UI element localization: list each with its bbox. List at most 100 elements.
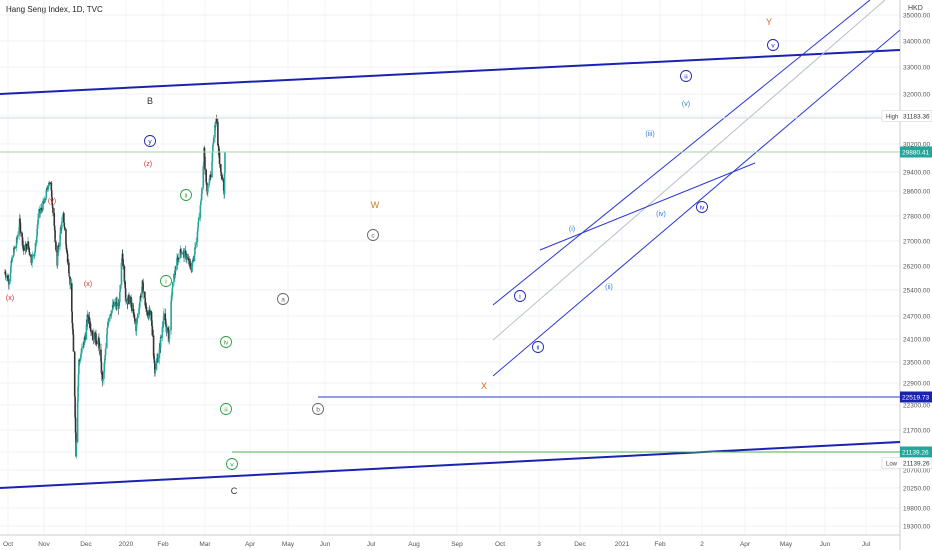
- candle-body: [161, 326, 164, 328]
- wave-label: y: [144, 135, 156, 147]
- wave-label: (i): [569, 226, 575, 233]
- x-tick-label: Apr: [740, 541, 751, 548]
- candle-body: [211, 151, 214, 162]
- candle-body: [196, 231, 199, 243]
- upper-trendline: [0, 49, 901, 95]
- candle-body: [18, 226, 20, 236]
- candle-body: [93, 332, 95, 340]
- candle-body: [211, 161, 213, 178]
- candle-body: [50, 182, 53, 191]
- candle-body: [179, 249, 182, 258]
- wave-label-text: iii: [684, 74, 687, 80]
- candle-body: [79, 358, 82, 361]
- candle-body: [77, 374, 80, 387]
- candle-body: [22, 245, 25, 248]
- candle-body: [141, 280, 144, 283]
- y-tick-label: 24100.00: [903, 337, 930, 344]
- x-tick-label: 2020: [119, 541, 134, 548]
- wave-label-ring: [312, 403, 324, 415]
- x-tick-label: Feb: [654, 541, 666, 548]
- candle-body: [156, 359, 158, 362]
- wave-label: (x): [84, 281, 92, 288]
- candle-body: [100, 361, 103, 374]
- candle-body: [28, 252, 31, 255]
- candle-body: [51, 197, 53, 205]
- candle-body: [55, 241, 57, 251]
- candle-body: [166, 327, 168, 333]
- wave-label-text: ii: [185, 192, 188, 199]
- candle-body: [200, 200, 202, 202]
- candle-body: [37, 220, 39, 225]
- candle-body: [142, 291, 145, 294]
- y-tick-label: 27000.00: [903, 239, 930, 246]
- candle-body: [197, 219, 200, 222]
- candle-body: [141, 280, 144, 287]
- candle-body: [107, 318, 110, 325]
- wave-label: (v): [682, 101, 690, 108]
- candle-body: [132, 308, 135, 314]
- candle-body: [220, 172, 223, 177]
- candle-body: [86, 314, 89, 325]
- candle-body: [6, 275, 9, 277]
- candle-body: [97, 341, 99, 345]
- candle-body: [68, 272, 71, 277]
- wave-label-ring: [696, 201, 708, 213]
- candle-body: [4, 272, 7, 275]
- candle-body: [59, 234, 61, 247]
- candle-body: [41, 209, 44, 211]
- x-tick-label: Dec: [574, 541, 586, 548]
- candle-body: [198, 217, 200, 220]
- lower-trendline: [0, 441, 901, 489]
- candle-body: [159, 336, 162, 348]
- x-tick-label: Sep: [451, 541, 463, 548]
- y-tick-label: 27800.00: [903, 214, 930, 221]
- candle-body: [100, 349, 102, 362]
- candle-body: [124, 288, 127, 302]
- candle-body: [85, 324, 88, 340]
- candle-body: [56, 256, 59, 266]
- wave-label: (ii): [605, 284, 613, 291]
- candle-body: [189, 261, 191, 264]
- x-tick-label: Nov: [38, 541, 50, 548]
- candle-body: [131, 302, 133, 312]
- y-tick-label: 26200.00: [903, 264, 930, 271]
- candle-body: [151, 320, 153, 327]
- candle-body: [139, 301, 141, 308]
- candle-body: [144, 291, 146, 298]
- candle-body: [209, 176, 211, 179]
- candle-body: [46, 188, 48, 190]
- candle-body: [14, 247, 16, 249]
- candle-body: [65, 249, 68, 251]
- candle-body: [77, 386, 79, 402]
- x-tick-label: Apr: [245, 541, 256, 548]
- y-tick-label: 32000.00: [903, 92, 930, 99]
- wave-label: (z): [144, 161, 152, 168]
- candle-body: [180, 252, 183, 254]
- candle-body: [191, 266, 193, 272]
- candle-body: [48, 183, 50, 186]
- wave-label-ring: [680, 70, 692, 82]
- candle-body: [170, 295, 173, 302]
- wave-label: v: [226, 458, 238, 470]
- wave-label-ring: [180, 189, 192, 201]
- wave-label-text: X: [481, 381, 487, 391]
- y-tick-label: 35000.00: [903, 13, 930, 20]
- candle-body: [70, 283, 73, 312]
- wave-label-text: (x): [84, 281, 92, 288]
- currency-label: HKD: [908, 5, 923, 12]
- candle-body: [36, 228, 38, 237]
- badge-box: [900, 391, 932, 403]
- candle-body: [191, 261, 194, 267]
- candle-body: [208, 183, 210, 186]
- wave-label: Y: [766, 17, 772, 27]
- candle-body: [124, 281, 127, 289]
- candle-body: [42, 201, 44, 210]
- badge-box: [881, 110, 932, 122]
- candle-body: [91, 332, 94, 335]
- candle-body: [81, 348, 83, 353]
- candle-body: [177, 257, 180, 263]
- candle-body: [185, 259, 188, 261]
- candle-body: [98, 337, 100, 342]
- candle-body: [27, 246, 30, 249]
